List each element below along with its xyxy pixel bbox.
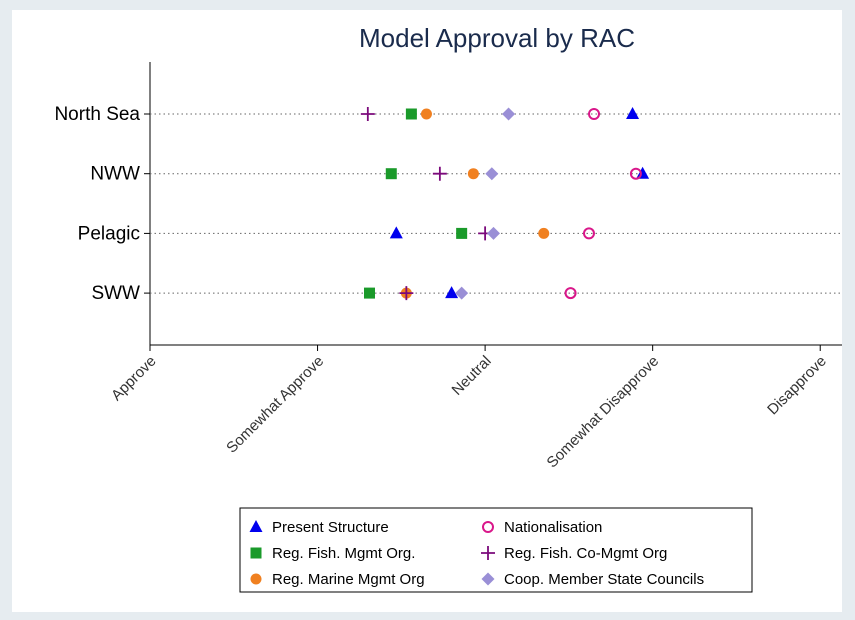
plus-marker bbox=[360, 107, 375, 121]
legend-label: Present Structure bbox=[272, 519, 389, 536]
legend-label: Reg. Marine Mgmt Org bbox=[272, 571, 425, 588]
legend-label: Nationalisation bbox=[504, 519, 602, 536]
plus-marker bbox=[432, 166, 447, 181]
diamond-marker bbox=[485, 167, 499, 181]
diamond-marker bbox=[455, 286, 469, 300]
legend-label: Reg. Fish. Mgmt Org. bbox=[272, 545, 415, 562]
legend-label: Reg. Fish. Co-Mgmt Org bbox=[504, 545, 667, 562]
plus-marker bbox=[399, 286, 414, 301]
hollow-circle-marker bbox=[564, 287, 577, 300]
hollow-circle-marker bbox=[588, 108, 601, 120]
circle-marker bbox=[250, 573, 262, 585]
triangle-marker bbox=[636, 166, 650, 179]
diamond-marker bbox=[486, 226, 500, 240]
hollow-circle-marker bbox=[629, 167, 642, 180]
square-marker bbox=[405, 108, 417, 120]
y-tick-label: Pelagic bbox=[78, 223, 140, 244]
hollow-circle-marker bbox=[482, 521, 494, 533]
plus-marker bbox=[481, 546, 495, 560]
hollow-circle-marker bbox=[582, 227, 595, 240]
diamond-marker bbox=[502, 107, 516, 121]
triangle-marker bbox=[445, 286, 459, 299]
y-tick-label: SWW bbox=[91, 283, 140, 304]
triangle-marker bbox=[249, 520, 263, 532]
y-tick-label: NWW bbox=[90, 164, 140, 185]
y-tick-label: North Sea bbox=[54, 104, 140, 125]
diamond-marker bbox=[481, 572, 495, 586]
square-marker bbox=[250, 547, 262, 559]
triangle-marker bbox=[626, 107, 640, 119]
square-marker bbox=[385, 168, 397, 180]
chart-title: Model Approval by RAC bbox=[359, 23, 635, 53]
circle-marker bbox=[467, 168, 479, 180]
legend bbox=[239, 507, 753, 593]
square-marker bbox=[363, 287, 375, 299]
square-marker bbox=[456, 227, 468, 239]
circle-marker bbox=[420, 108, 432, 120]
legend-label: Coop. Member State Councils bbox=[504, 571, 704, 588]
triangle-marker bbox=[389, 226, 403, 239]
circle-marker bbox=[538, 227, 550, 239]
